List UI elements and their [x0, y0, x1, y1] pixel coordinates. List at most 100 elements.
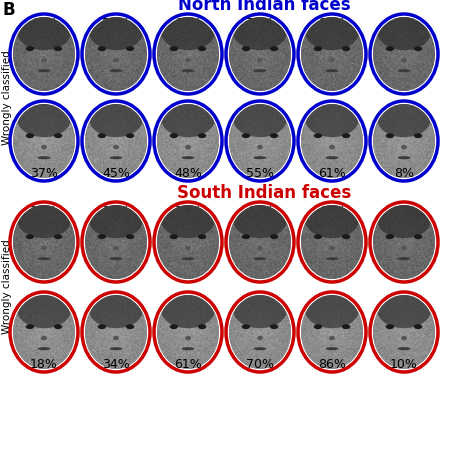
Ellipse shape — [377, 12, 431, 50]
Text: 37%: 37% — [30, 167, 58, 180]
Ellipse shape — [13, 104, 75, 178]
Ellipse shape — [185, 58, 191, 63]
Ellipse shape — [229, 17, 291, 91]
Ellipse shape — [26, 324, 34, 329]
Ellipse shape — [314, 46, 322, 51]
Ellipse shape — [329, 246, 335, 250]
Ellipse shape — [326, 347, 338, 350]
Ellipse shape — [89, 12, 143, 50]
Ellipse shape — [254, 69, 266, 72]
Ellipse shape — [98, 324, 106, 329]
Ellipse shape — [170, 234, 178, 239]
Ellipse shape — [126, 46, 134, 51]
Ellipse shape — [41, 58, 47, 63]
Ellipse shape — [398, 156, 410, 159]
Ellipse shape — [373, 295, 435, 369]
Ellipse shape — [37, 347, 50, 350]
Ellipse shape — [301, 104, 363, 178]
Ellipse shape — [401, 58, 407, 63]
Text: North Indian faces: North Indian faces — [178, 0, 350, 14]
Ellipse shape — [342, 133, 350, 138]
Ellipse shape — [170, 324, 178, 329]
Ellipse shape — [414, 324, 422, 329]
Text: 86%: 86% — [318, 358, 346, 371]
Ellipse shape — [182, 69, 194, 72]
Ellipse shape — [182, 156, 194, 159]
Text: 8%: 8% — [394, 17, 414, 30]
Ellipse shape — [198, 133, 206, 138]
Ellipse shape — [233, 290, 287, 328]
Ellipse shape — [257, 58, 263, 63]
Ellipse shape — [326, 156, 338, 159]
Ellipse shape — [26, 46, 34, 51]
Ellipse shape — [301, 17, 363, 91]
Ellipse shape — [305, 99, 359, 137]
Text: 55%: 55% — [246, 167, 274, 180]
Ellipse shape — [198, 324, 206, 329]
Ellipse shape — [41, 336, 47, 340]
Text: 57%: 57% — [102, 17, 130, 30]
Ellipse shape — [229, 104, 291, 178]
Ellipse shape — [233, 12, 287, 50]
Ellipse shape — [242, 324, 250, 329]
Ellipse shape — [242, 46, 250, 51]
Ellipse shape — [89, 99, 143, 137]
Ellipse shape — [98, 133, 106, 138]
Ellipse shape — [17, 290, 71, 328]
Ellipse shape — [17, 12, 71, 50]
Ellipse shape — [13, 17, 75, 91]
Ellipse shape — [414, 46, 422, 51]
Ellipse shape — [37, 156, 50, 159]
Ellipse shape — [386, 234, 394, 239]
Ellipse shape — [17, 200, 71, 238]
Ellipse shape — [301, 205, 363, 279]
Ellipse shape — [126, 324, 134, 329]
Ellipse shape — [182, 257, 194, 260]
Ellipse shape — [257, 246, 263, 250]
Text: 49%: 49% — [30, 17, 58, 30]
Ellipse shape — [314, 324, 322, 329]
Text: 48%: 48% — [174, 167, 202, 180]
Ellipse shape — [13, 205, 75, 279]
Ellipse shape — [109, 347, 122, 350]
Ellipse shape — [301, 295, 363, 369]
Ellipse shape — [109, 69, 122, 72]
Ellipse shape — [161, 99, 215, 137]
Ellipse shape — [161, 290, 215, 328]
Ellipse shape — [305, 12, 359, 50]
Ellipse shape — [54, 234, 62, 239]
Text: 71%: 71% — [246, 17, 274, 30]
Ellipse shape — [37, 69, 50, 72]
Ellipse shape — [314, 234, 322, 239]
Ellipse shape — [185, 336, 191, 340]
Text: 39%: 39% — [174, 205, 202, 218]
Ellipse shape — [170, 133, 178, 138]
Ellipse shape — [270, 133, 278, 138]
Ellipse shape — [98, 46, 106, 51]
Ellipse shape — [342, 234, 350, 239]
Ellipse shape — [229, 295, 291, 369]
Ellipse shape — [270, 234, 278, 239]
Ellipse shape — [401, 246, 407, 250]
Ellipse shape — [329, 145, 335, 149]
Text: 29%: 29% — [102, 205, 130, 218]
Text: 18%: 18% — [30, 358, 58, 371]
Ellipse shape — [54, 133, 62, 138]
Ellipse shape — [98, 234, 106, 239]
Ellipse shape — [270, 46, 278, 51]
Ellipse shape — [41, 246, 47, 250]
Text: 45%: 45% — [102, 167, 130, 180]
Ellipse shape — [254, 257, 266, 260]
Ellipse shape — [329, 336, 335, 340]
Ellipse shape — [13, 295, 75, 369]
Ellipse shape — [26, 133, 34, 138]
Ellipse shape — [185, 246, 191, 250]
Text: Wrongly classified: Wrongly classified — [2, 50, 12, 145]
Ellipse shape — [17, 99, 71, 137]
Ellipse shape — [305, 200, 359, 238]
Text: 8%: 8% — [394, 205, 414, 218]
Ellipse shape — [326, 257, 338, 260]
Ellipse shape — [85, 17, 147, 91]
Ellipse shape — [182, 347, 194, 350]
Ellipse shape — [386, 46, 394, 51]
